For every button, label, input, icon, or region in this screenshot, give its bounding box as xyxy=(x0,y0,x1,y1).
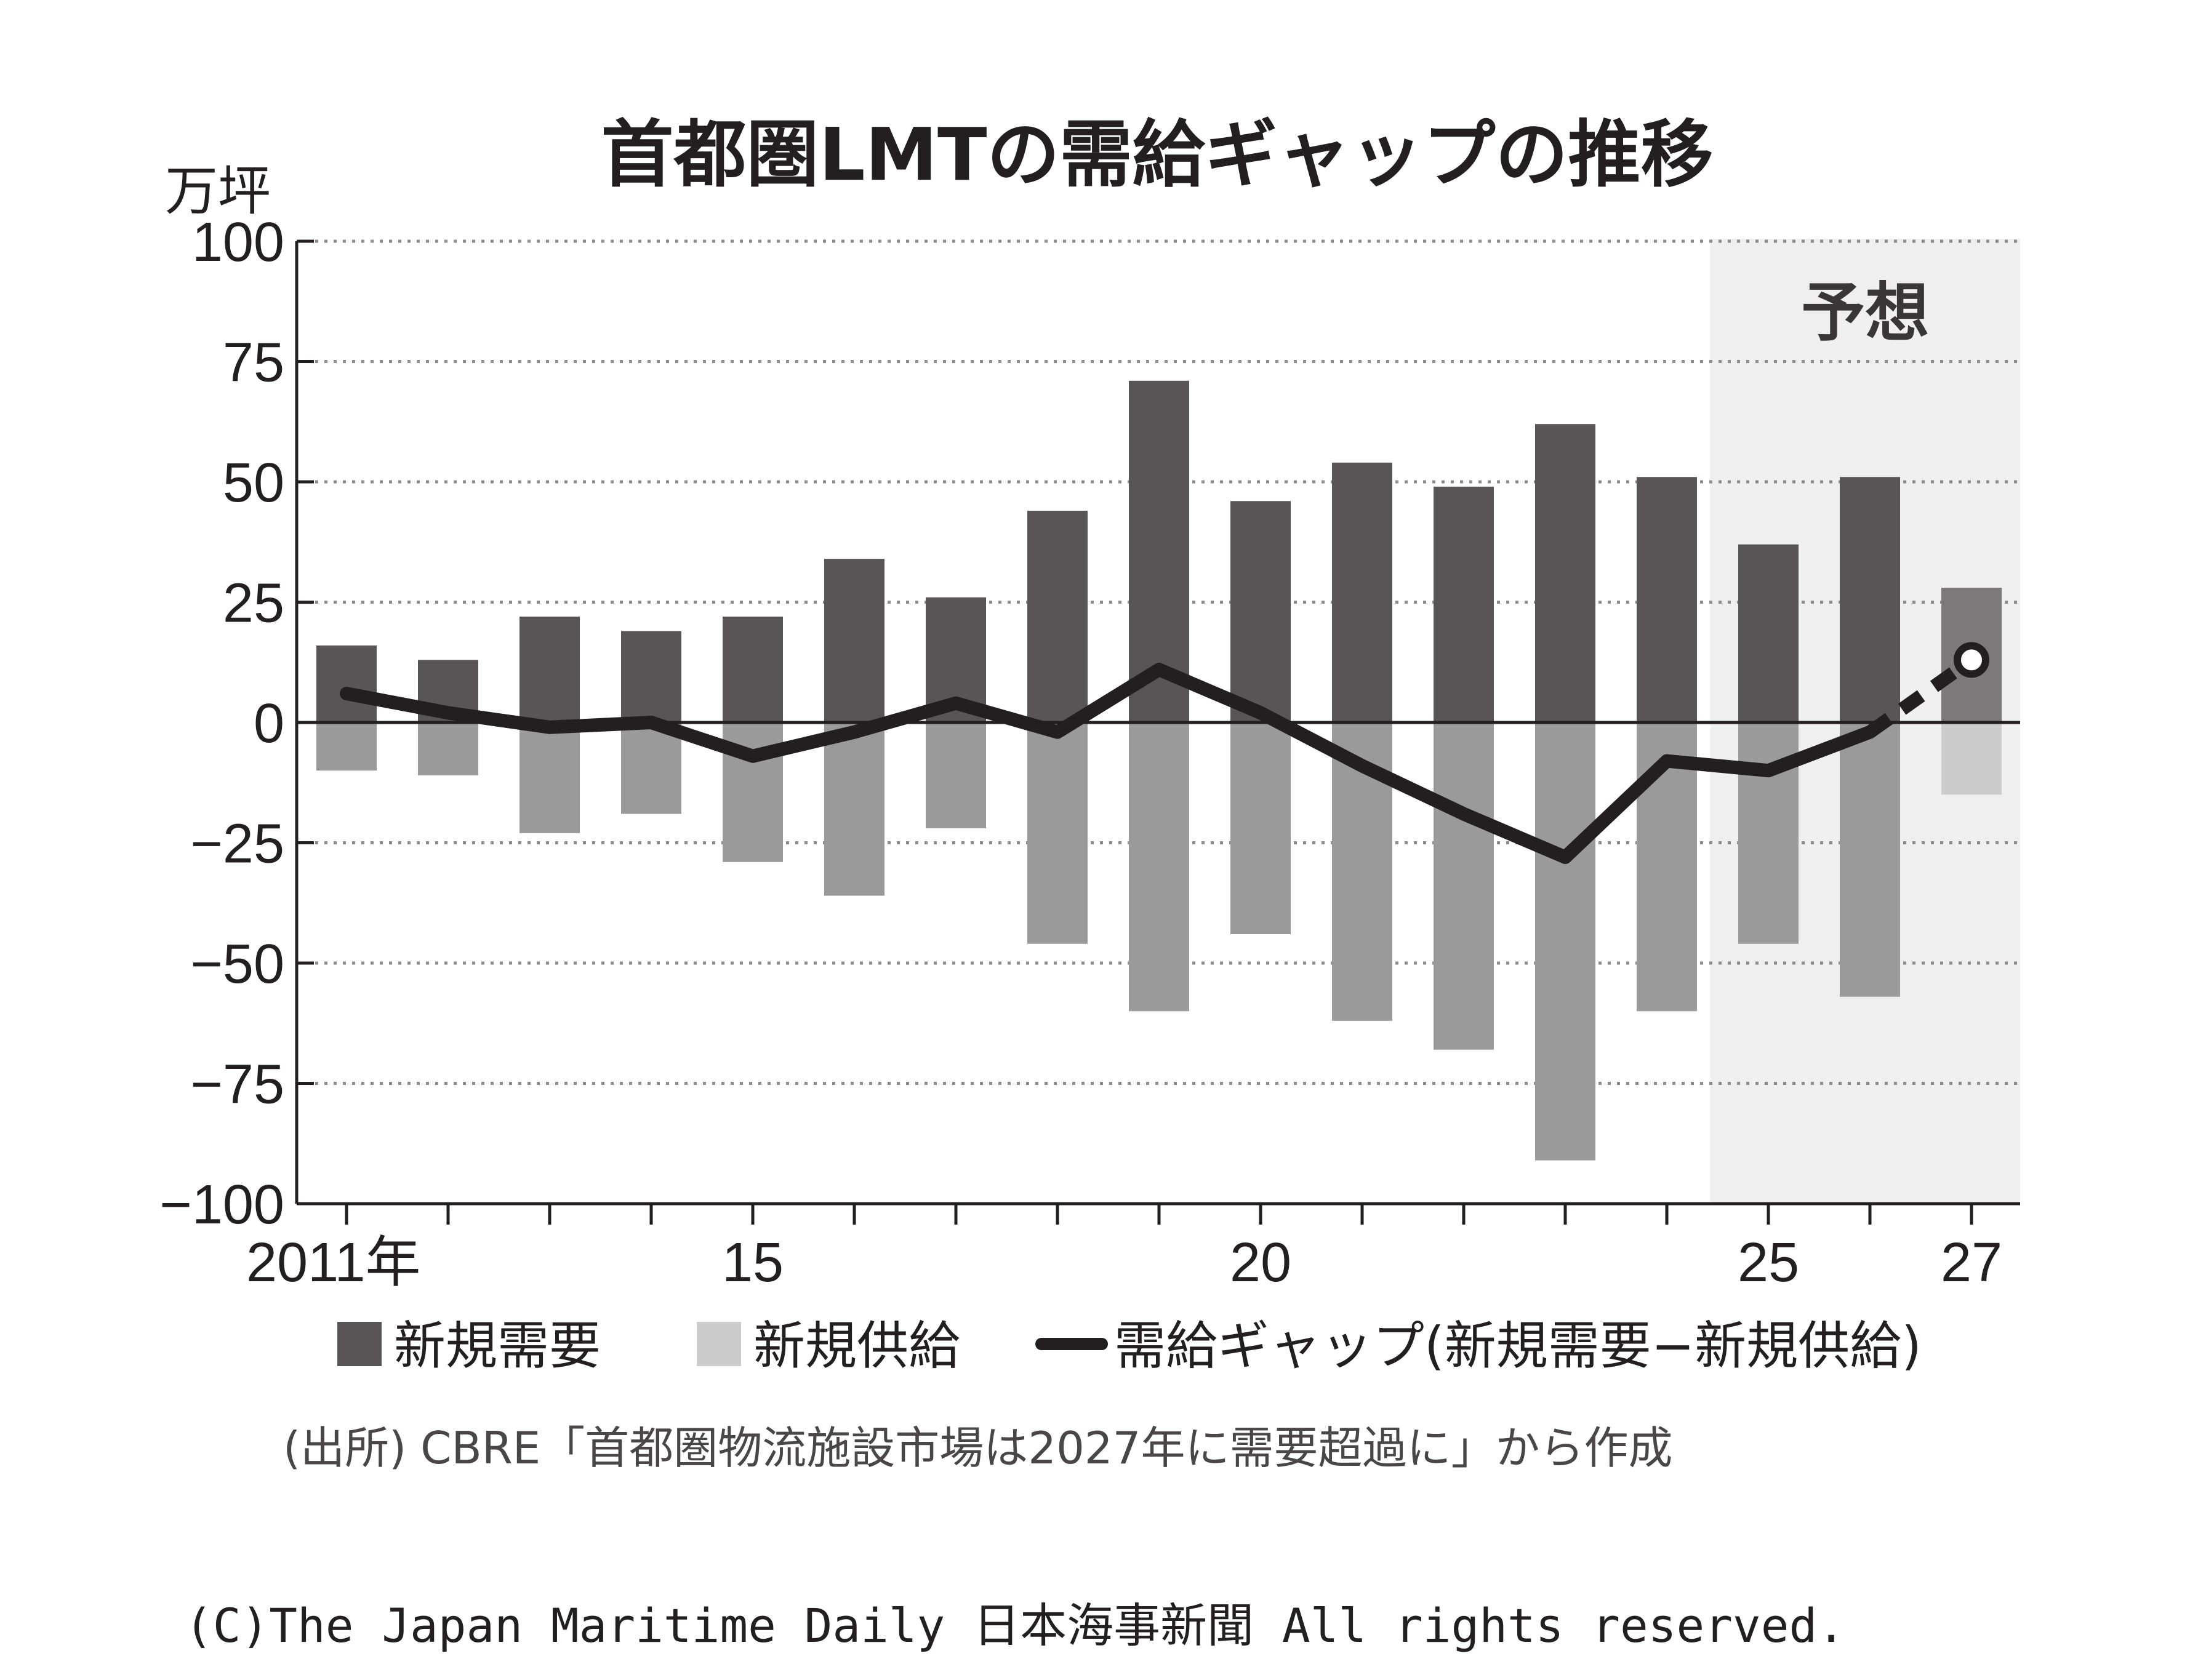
y-tick-label: −25 xyxy=(190,814,284,875)
y-tick-label: 0 xyxy=(254,693,284,754)
demand-bar-2021 xyxy=(1332,462,1392,722)
y-tick-label: 100 xyxy=(192,212,284,273)
x-tick-label: 20 xyxy=(1230,1232,1291,1294)
x-tick-label: 25 xyxy=(1738,1232,1799,1294)
demand-bar-2013 xyxy=(519,616,580,722)
y-tick-label: −100 xyxy=(159,1174,284,1236)
demand-bar-2014 xyxy=(621,631,681,722)
source-note: (出所) CBRE「首都圏物流施設市場は2027年に需要超過に」から作成 xyxy=(283,1422,1673,1474)
bars xyxy=(316,380,2002,1161)
legend-label-gap: 需給ギャップ(新規需要−新規供給) xyxy=(1114,1316,1922,1376)
legend: 新規需要 新規供給 需給ギャップ(新規需要−新規供給) xyxy=(337,1316,1922,1376)
y-tick-label: 75 xyxy=(223,332,284,394)
legend-swatch-demand xyxy=(337,1322,382,1366)
supply-bar-2018 xyxy=(1027,722,1088,944)
demand-bar-2016 xyxy=(824,559,884,722)
y-tick-label: 50 xyxy=(223,452,284,514)
supply-bar-2026 xyxy=(1840,722,1900,997)
demand-bar-2011 xyxy=(316,645,377,722)
x-axis-ticks: 2011年 15 20 25 27 xyxy=(246,1204,2002,1294)
demand-bar-2022 xyxy=(1434,486,1494,722)
supply-bar-2024 xyxy=(1637,722,1697,1012)
supply-bar-2016 xyxy=(824,722,884,896)
gap-line xyxy=(340,642,1989,864)
legend-label-demand: 新規需要 xyxy=(394,1316,601,1376)
supply-bar-2011 xyxy=(316,722,377,771)
forecast-label: 予想 xyxy=(1801,275,1929,350)
demand-bar-2025 xyxy=(1738,544,1799,722)
gap-point-2027 xyxy=(1954,642,1989,678)
x-tick-label: 15 xyxy=(722,1232,784,1294)
chart-title: 首都圏LMTの需給ギャップの推移 xyxy=(601,112,1713,197)
copyright-notice: (C)The Japan Maritime Daily 日本海事新聞 All r… xyxy=(185,1598,1845,1653)
y-unit-label: 万坪 xyxy=(165,161,271,222)
legend-swatch-supply xyxy=(697,1322,741,1366)
supply-bar-2020 xyxy=(1230,722,1291,935)
legend-label-supply: 新規供給 xyxy=(753,1316,960,1376)
demand-bar-2020 xyxy=(1230,501,1291,722)
demand-bar-2024 xyxy=(1637,477,1697,722)
supply-bar-2012 xyxy=(418,722,478,776)
demand-bar-2015 xyxy=(723,616,783,722)
x-tick-label: 2011年 xyxy=(246,1232,421,1294)
y-tick-label: 25 xyxy=(223,573,284,634)
demand-bar-2026 xyxy=(1840,477,1900,722)
gap-line-solid xyxy=(340,662,1877,864)
y-tick-label: −75 xyxy=(190,1054,284,1116)
x-tick-label: 27 xyxy=(1941,1232,2002,1294)
gap-line-forecast xyxy=(1866,654,1976,738)
demand-bar-2023 xyxy=(1535,424,1595,722)
supply-bar-2019 xyxy=(1129,722,1189,1012)
supply-bar-2027 xyxy=(1941,722,2002,795)
supply-bar-2013 xyxy=(519,722,580,833)
demand-bar-2018 xyxy=(1027,510,1088,722)
supply-bar-2014 xyxy=(621,722,681,814)
supply-bar-2022 xyxy=(1434,722,1494,1050)
supply-bar-2023 xyxy=(1535,722,1595,1161)
supply-bar-2017 xyxy=(926,722,986,829)
y-axis-ticks: 100 75 50 25 0 −25 −50 −75 −100 xyxy=(159,212,314,1236)
y-tick-label: −50 xyxy=(190,934,284,995)
